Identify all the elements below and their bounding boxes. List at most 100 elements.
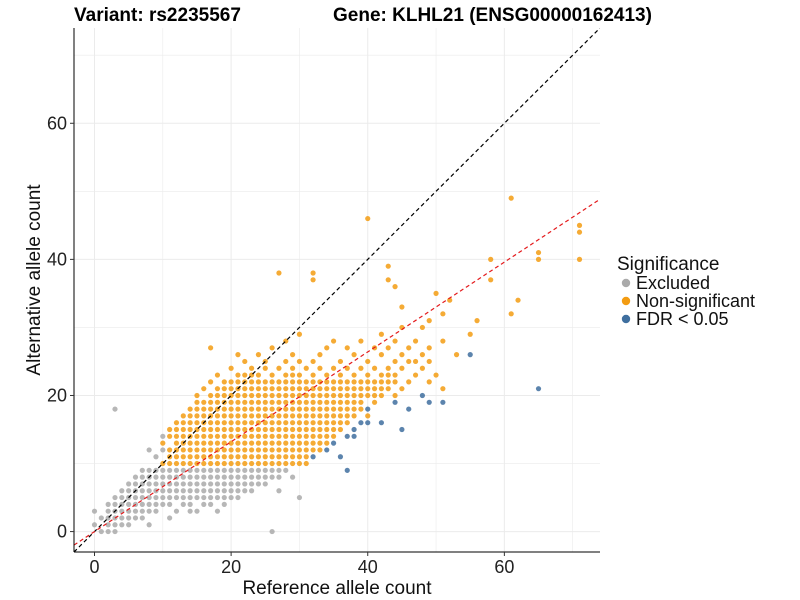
point-non-significant: [235, 392, 241, 399]
point-excluded: [98, 528, 104, 535]
point-non-significant: [242, 399, 248, 405]
point-excluded: [221, 467, 227, 473]
point-non-significant: [324, 345, 330, 351]
point-non-significant: [358, 386, 364, 392]
point-non-significant: [262, 433, 268, 439]
point-non-significant: [426, 379, 432, 385]
point-fdr-0-05: [440, 399, 446, 405]
point-non-significant: [228, 433, 234, 439]
point-excluded: [214, 488, 221, 494]
point-non-significant: [228, 440, 234, 446]
point-excluded: [180, 481, 186, 487]
point-excluded: [208, 481, 214, 487]
point-non-significant: [242, 392, 248, 399]
point-excluded: [119, 494, 125, 501]
point-non-significant: [173, 454, 180, 460]
point-fdr-0-05: [344, 467, 350, 473]
point-fdr-0-05: [392, 399, 398, 405]
point-non-significant: [365, 215, 371, 222]
point-non-significant: [337, 426, 344, 433]
point-non-significant: [337, 413, 344, 419]
point-non-significant: [371, 386, 378, 392]
point-excluded: [201, 467, 207, 473]
point-excluded: [160, 501, 166, 507]
point-non-significant: [317, 413, 323, 419]
point-excluded: [242, 467, 248, 473]
point-non-significant: [412, 338, 419, 344]
point-non-significant: [214, 433, 221, 439]
point-non-significant: [249, 365, 255, 371]
legend-label-fdr-0-05: FDR < 0.05: [636, 309, 729, 329]
point-non-significant: [324, 392, 330, 399]
point-non-significant: [283, 420, 289, 426]
chart-title-gene: Gene: KLHL21 (ENSG00000162413): [333, 5, 652, 26]
point-non-significant: [351, 399, 357, 405]
point-non-significant: [249, 406, 255, 412]
point-non-significant: [167, 447, 173, 453]
point-non-significant: [535, 256, 542, 262]
point-non-significant: [269, 386, 275, 392]
point-excluded: [119, 488, 125, 494]
point-non-significant: [208, 433, 214, 439]
point-fdr-0-05: [365, 420, 371, 426]
point-non-significant: [255, 392, 262, 399]
point-non-significant: [269, 399, 275, 405]
point-non-significant: [337, 392, 344, 399]
point-excluded: [208, 467, 214, 473]
point-non-significant: [221, 440, 227, 446]
point-excluded: [214, 474, 221, 480]
point-non-significant: [324, 406, 330, 412]
point-excluded: [208, 501, 214, 507]
point-non-significant: [344, 392, 350, 399]
point-non-significant: [214, 413, 221, 419]
point-non-significant: [303, 365, 309, 371]
point-non-significant: [187, 406, 193, 412]
point-non-significant: [180, 454, 186, 460]
point-non-significant: [276, 386, 282, 392]
point-non-significant: [296, 454, 303, 460]
point-non-significant: [419, 365, 425, 371]
point-non-significant: [242, 426, 248, 433]
point-excluded: [242, 488, 248, 494]
point-non-significant: [194, 433, 200, 439]
point-non-significant: [269, 440, 275, 446]
point-non-significant: [419, 324, 425, 331]
point-non-significant: [392, 358, 398, 365]
point-non-significant: [173, 420, 180, 426]
point-non-significant: [378, 392, 384, 399]
point-non-significant: [255, 426, 262, 433]
point-non-significant: [330, 413, 337, 419]
point-non-significant: [290, 440, 296, 446]
point-non-significant: [303, 413, 309, 419]
point-non-significant: [201, 413, 207, 419]
point-non-significant: [392, 379, 398, 385]
point-non-significant: [385, 372, 391, 378]
point-non-significant: [208, 399, 214, 405]
point-non-significant: [385, 379, 391, 385]
point-excluded: [221, 474, 227, 480]
point-excluded: [146, 488, 152, 494]
point-non-significant: [344, 420, 350, 426]
point-non-significant: [201, 406, 207, 412]
point-non-significant: [228, 386, 234, 392]
point-non-significant: [399, 352, 405, 358]
point-non-significant: [187, 447, 193, 453]
point-excluded: [112, 528, 118, 535]
point-non-significant: [576, 256, 583, 262]
point-non-significant: [235, 379, 241, 385]
point-non-significant: [344, 399, 350, 405]
point-non-significant: [201, 460, 207, 467]
point-excluded: [167, 467, 173, 473]
point-excluded: [132, 481, 139, 487]
point-non-significant: [283, 454, 289, 460]
point-non-significant: [576, 229, 583, 235]
point-non-significant: [303, 460, 309, 467]
point-non-significant: [276, 460, 282, 467]
point-non-significant: [180, 460, 186, 467]
point-non-significant: [249, 392, 255, 399]
point-excluded: [214, 508, 221, 514]
point-non-significant: [290, 406, 296, 412]
point-excluded: [194, 467, 200, 473]
point-non-significant: [235, 454, 241, 460]
point-non-significant: [324, 399, 330, 405]
